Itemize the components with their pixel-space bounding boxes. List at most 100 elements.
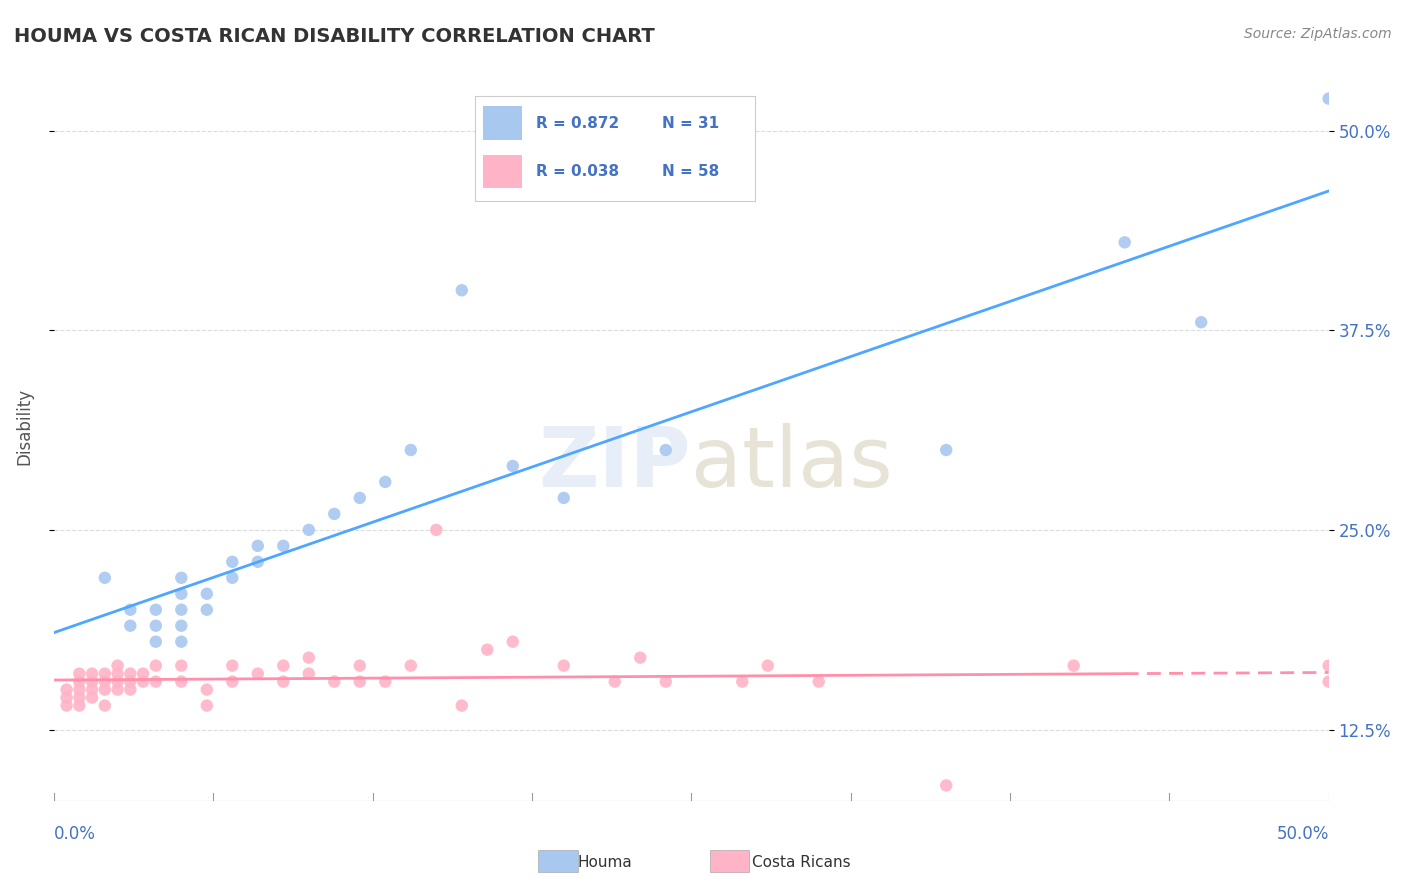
Point [145, 634, 167, 648]
Point [67, 666, 90, 681]
Point [94, 666, 117, 681]
Point [145, 618, 167, 632]
Point [170, 571, 193, 585]
Point [603, 674, 626, 689]
Point [425, 523, 447, 537]
Point [80, 690, 103, 705]
Point [195, 698, 218, 713]
Text: Houma: Houma [578, 855, 631, 870]
Point [170, 634, 193, 648]
Point [502, 634, 524, 648]
Point [450, 698, 472, 713]
Point [246, 555, 269, 569]
Point [502, 458, 524, 473]
Point [145, 658, 167, 673]
Text: 50.0%: 50.0% [1277, 825, 1329, 843]
Point [246, 539, 269, 553]
Point [107, 658, 129, 673]
Point [553, 491, 575, 505]
Point [67, 682, 90, 697]
Point [221, 555, 243, 569]
Point [195, 587, 218, 601]
Point [935, 779, 957, 793]
Text: HOUMA VS COSTA RICAN DISABILITY CORRELATION CHART: HOUMA VS COSTA RICAN DISABILITY CORRELAT… [14, 27, 655, 45]
Point [1063, 658, 1085, 673]
Point [628, 650, 651, 665]
Point [120, 674, 142, 689]
Bar [538, 850, 578, 872]
Point [271, 539, 294, 553]
Point [731, 674, 754, 689]
Point [374, 674, 396, 689]
Point [170, 674, 193, 689]
Point [374, 475, 396, 489]
Bar [710, 850, 749, 872]
Point [145, 603, 167, 617]
Point [553, 658, 575, 673]
Point [246, 666, 269, 681]
Point [80, 666, 103, 681]
Point [271, 674, 294, 689]
Point [221, 674, 243, 689]
Point [756, 658, 779, 673]
Point [323, 674, 346, 689]
Point [132, 674, 155, 689]
Point [1317, 658, 1340, 673]
Point [349, 491, 371, 505]
Point [221, 658, 243, 673]
Point [195, 603, 218, 617]
Point [55, 682, 77, 697]
Point [132, 666, 155, 681]
Point [94, 571, 117, 585]
Point [195, 682, 218, 697]
Point [298, 650, 321, 665]
Point [170, 658, 193, 673]
Point [349, 674, 371, 689]
Point [120, 603, 142, 617]
Point [807, 674, 830, 689]
Point [655, 442, 678, 457]
Text: Source: ZipAtlas.com: Source: ZipAtlas.com [1244, 27, 1392, 41]
Point [450, 283, 472, 297]
Point [94, 682, 117, 697]
Point [298, 523, 321, 537]
Point [349, 658, 371, 673]
Y-axis label: Disability: Disability [15, 387, 32, 465]
Point [120, 682, 142, 697]
Point [120, 618, 142, 632]
Point [170, 618, 193, 632]
Point [120, 666, 142, 681]
Point [80, 682, 103, 697]
Point [107, 666, 129, 681]
Point [145, 674, 167, 689]
Point [67, 698, 90, 713]
Point [399, 658, 422, 673]
Text: 0.0%: 0.0% [53, 825, 96, 843]
Point [1114, 235, 1136, 250]
Point [94, 698, 117, 713]
Point [80, 674, 103, 689]
Point [655, 674, 678, 689]
Point [94, 674, 117, 689]
Point [1189, 315, 1212, 329]
Point [271, 658, 294, 673]
Point [323, 507, 346, 521]
Point [1317, 674, 1340, 689]
Point [221, 571, 243, 585]
Point [1317, 92, 1340, 106]
Point [170, 603, 193, 617]
Point [107, 682, 129, 697]
Point [399, 442, 422, 457]
Point [935, 442, 957, 457]
Text: Costa Ricans: Costa Ricans [752, 855, 851, 870]
Point [107, 674, 129, 689]
Point [477, 642, 499, 657]
Point [55, 690, 77, 705]
Point [55, 698, 77, 713]
Point [170, 587, 193, 601]
Text: ZIP: ZIP [538, 423, 692, 504]
Point [67, 690, 90, 705]
Text: atlas: atlas [692, 423, 893, 504]
Point [298, 666, 321, 681]
Point [67, 674, 90, 689]
